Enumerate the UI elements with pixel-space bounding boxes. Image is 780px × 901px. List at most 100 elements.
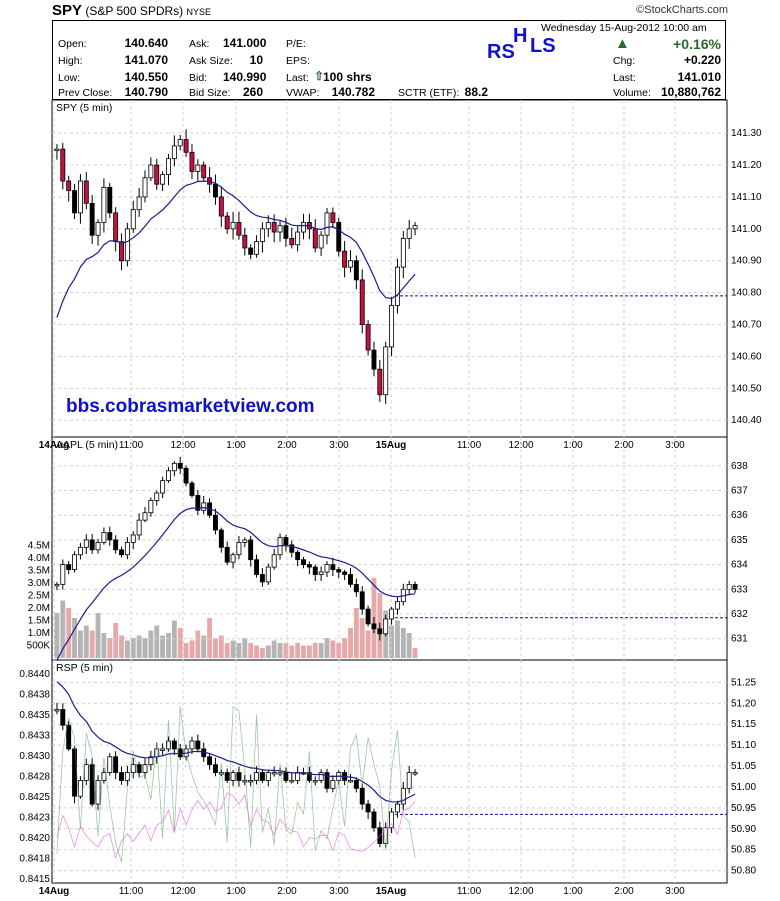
candle-body	[259, 772, 265, 781]
candle-body	[242, 234, 248, 249]
candle-body	[113, 756, 119, 773]
y-tick-label: 141.10	[731, 192, 762, 203]
volume-bar	[183, 643, 189, 658]
volume-bar	[400, 628, 406, 658]
pane-frame	[51, 659, 728, 884]
candle-body	[353, 780, 359, 789]
symbol: SPY	[52, 2, 83, 19]
candle-body	[119, 772, 124, 781]
y-tick-label: 140.50	[731, 383, 762, 394]
volume-bar	[101, 633, 107, 658]
y-tick-label: 140.40	[731, 415, 762, 426]
candle-body	[312, 228, 318, 249]
left-tick-label: 0.8440	[19, 669, 50, 680]
candle-body	[259, 574, 265, 583]
x-tick-label: 2:00	[614, 886, 634, 897]
volume-bar	[95, 613, 101, 658]
y-tick-label: 50.90	[731, 824, 756, 835]
candle-body	[348, 780, 353, 783]
pane-frame	[51, 436, 728, 661]
candle-body	[89, 539, 95, 551]
provider-logo[interactable]: ©StockCharts.com	[636, 4, 728, 16]
volume-bar	[295, 643, 301, 658]
volume-bar	[289, 645, 295, 658]
volume-bar	[60, 600, 66, 658]
candle-body	[113, 212, 119, 242]
volume-bar	[224, 643, 230, 658]
volume-bar	[148, 630, 154, 658]
candle-body	[353, 260, 359, 281]
candle-body	[101, 532, 107, 543]
candle-body	[124, 228, 130, 262]
candle-body	[60, 709, 66, 726]
up-triangle-icon: ▲	[615, 35, 630, 52]
candle-body	[107, 532, 113, 541]
candle-body	[230, 222, 236, 230]
candle-body	[54, 709, 60, 712]
candle-body	[412, 772, 418, 775]
left-tick-label: 0.8438	[19, 690, 50, 701]
volume-tick-label: 2.5M	[28, 591, 50, 602]
y-tick-label: 632	[731, 609, 748, 620]
candle-body	[66, 180, 72, 191]
high-label: High:	[58, 55, 83, 67]
candle-body	[72, 554, 78, 570]
y-tick-label: 50.80	[731, 866, 756, 877]
candle-body	[201, 502, 207, 511]
candle-body	[119, 549, 124, 556]
x-tick-label: 3:00	[329, 886, 349, 897]
y-tick-label: 636	[731, 510, 748, 521]
volume-bar	[254, 645, 259, 658]
volume-bar	[218, 635, 224, 658]
x-tick-label: 15Aug	[376, 886, 407, 897]
candle-body	[336, 569, 342, 573]
datetime: Wednesday 15-Aug-2012 10:00 am	[541, 22, 707, 34]
candle-body	[54, 148, 60, 151]
left-tick-label: 0.8425	[19, 792, 50, 803]
candle-body	[60, 564, 66, 585]
candle-body	[412, 225, 418, 230]
candle-body	[318, 772, 324, 781]
security-name: (S&P 500 SPDRs)	[85, 4, 184, 18]
y-tick-label: 140.80	[731, 288, 762, 299]
candle-body	[254, 559, 260, 575]
candle-body	[77, 180, 83, 214]
candle-body	[136, 196, 142, 211]
candle-body	[77, 546, 83, 556]
candle-body	[107, 186, 113, 214]
volume-bar	[160, 635, 166, 658]
ask-size-label: Ask Size:	[189, 55, 233, 67]
candle-body	[383, 827, 389, 844]
open-label: Open:	[58, 38, 87, 50]
candle-body	[72, 190, 78, 214]
x-tick-label: 12:00	[508, 886, 533, 897]
candle-body	[171, 145, 177, 160]
y-tick-label: 50.85	[731, 845, 756, 856]
moving-average-line	[56, 506, 416, 661]
candle-body	[195, 495, 201, 511]
candle-body	[166, 740, 171, 750]
candle-body	[406, 583, 412, 590]
volume-bar	[130, 638, 136, 658]
candle-body	[359, 787, 365, 805]
candle-body	[236, 222, 242, 236]
bid-size-value: 260	[242, 85, 263, 99]
candle-body	[394, 803, 400, 813]
volume-bar	[265, 645, 271, 658]
x-tick-label: 2:00	[614, 440, 634, 451]
candle-body	[277, 225, 283, 233]
candle-body	[218, 529, 224, 548]
x-tick-label: 15Aug	[376, 440, 407, 451]
candle-body	[283, 772, 289, 781]
x-tick-label: 3:00	[665, 440, 685, 451]
volume-bar	[277, 643, 283, 658]
volume-bar	[248, 643, 254, 658]
candle-body	[83, 539, 89, 548]
candle-body	[312, 566, 318, 575]
moving-average-line	[56, 180, 416, 318]
candle-body	[324, 212, 330, 236]
candle-body	[130, 764, 136, 773]
candle-body	[400, 787, 406, 805]
volume-bar	[124, 640, 130, 658]
candle-body	[271, 222, 277, 233]
